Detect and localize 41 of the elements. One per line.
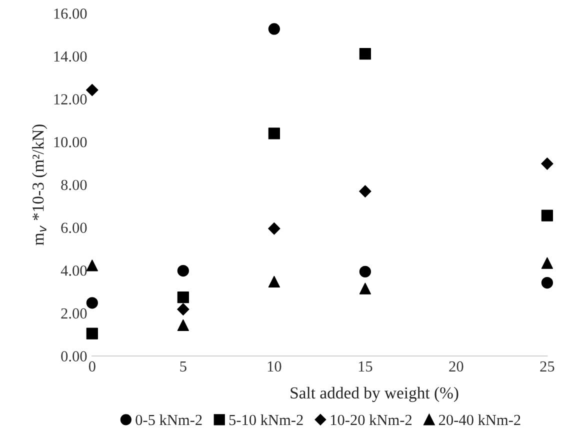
legend-label: 5-10 kNm-2 <box>229 414 303 426</box>
x-tick-label: 25 <box>540 361 554 372</box>
point <box>268 23 280 35</box>
y-tick-label: 10.00 <box>54 136 87 148</box>
point <box>359 282 371 294</box>
y-tick-label: 4.00 <box>60 265 87 276</box>
legend-label: 0-5 kNm-2 <box>136 414 202 426</box>
point <box>177 264 189 277</box>
y-tick-label: 2.00 <box>61 308 87 319</box>
x-tick-label: 5 <box>180 361 186 372</box>
point <box>177 292 189 304</box>
point <box>541 257 554 269</box>
legend-label: 10-20 kNm-2 <box>330 414 412 426</box>
x-tick-label: 0 <box>88 361 96 372</box>
point <box>177 319 189 331</box>
point <box>86 297 98 309</box>
y-tick-label: 12.00 <box>54 94 87 105</box>
point <box>268 128 280 140</box>
point <box>268 222 280 235</box>
y-tick-label: 0.00 <box>61 351 87 362</box>
x-tick-label: 20 <box>449 361 464 372</box>
point <box>268 276 280 288</box>
x-axis-title: Salt added by weight (%) <box>290 386 458 402</box>
point <box>86 84 98 96</box>
y-tick-label: 8.00 <box>61 180 87 190</box>
y-axis-title: m$_{v}$ *10-3 (m²/kN) <box>32 124 48 246</box>
x-tick-label: 15 <box>358 361 372 372</box>
y-tick-label: 16.00 <box>54 8 87 19</box>
point <box>86 328 98 340</box>
point <box>541 276 554 289</box>
point <box>541 210 554 222</box>
legend-label: 20-40 kNm-2 <box>438 414 520 426</box>
point <box>359 48 371 60</box>
point <box>86 260 98 272</box>
x-tick-label: 10 <box>268 361 282 372</box>
point <box>177 303 190 316</box>
point <box>359 185 372 198</box>
point <box>541 158 554 170</box>
y-tick-label: 14.00 <box>54 51 87 62</box>
point <box>359 266 371 278</box>
y-tick-label: 6.00 <box>61 222 87 234</box>
